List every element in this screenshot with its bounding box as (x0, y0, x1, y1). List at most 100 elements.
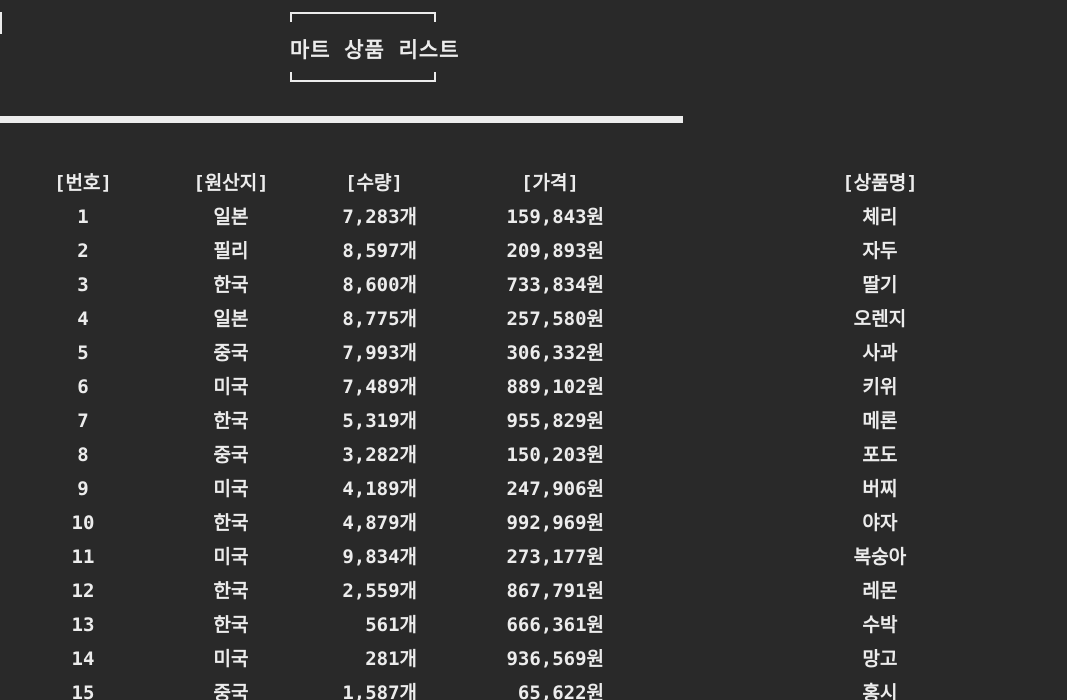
cell-quantity: 5,319개 (342, 410, 417, 432)
cell-price: 867,791원 (506, 580, 604, 602)
table-row: 1 일본 7,283개 159,843원 체리 (0, 200, 1067, 234)
cell-origin: 한국 (213, 410, 249, 432)
cell-origin: 미국 (213, 648, 249, 670)
cell-origin: 한국 (213, 580, 249, 602)
cell-product: 복숭아 (853, 546, 907, 568)
cell-origin: 일본 (213, 206, 249, 228)
header-product: [상품명] (842, 172, 918, 194)
cell-product: 키위 (862, 376, 898, 398)
cell-quantity: 2,559개 (342, 580, 417, 602)
table-row: 13 한국 561개 666,361원 수박 (0, 608, 1067, 642)
table-row: 15 중국 1,587개 65,622원 홍시 (0, 676, 1067, 700)
cell-number: 8 (77, 444, 89, 466)
cell-quantity: 7,283개 (342, 206, 417, 228)
header-number: [번호] (54, 172, 112, 194)
cell-price: 257,580원 (506, 308, 604, 330)
cell-price: 306,332원 (506, 342, 604, 364)
cell-number: 6 (77, 376, 89, 398)
cell-price: 247,906원 (506, 478, 604, 500)
title-box: 마트 상품 리스트 (290, 12, 460, 82)
table-row: 8 중국 3,282개 150,203원 포도 (0, 438, 1067, 472)
cell-number: 14 (71, 648, 95, 670)
table-row: 10 한국 4,879개 992,969원 야자 (0, 506, 1067, 540)
header-quantity: [수량] (345, 172, 403, 194)
cell-number: 11 (71, 546, 95, 568)
cell-price: 955,829원 (506, 410, 604, 432)
cell-number: 15 (71, 682, 95, 700)
title-box-bottom-border (290, 72, 436, 82)
title-box-top-border (290, 12, 436, 22)
table-row: 14 미국 281개 936,569원 망고 (0, 642, 1067, 676)
product-table: [번호] [원산지] [수량] [가격] [상품명] 1 일본 7,283개 159,… (0, 166, 1067, 700)
cell-product: 포도 (862, 444, 898, 466)
cell-origin: 한국 (213, 614, 249, 636)
cell-origin: 중국 (213, 682, 249, 700)
cell-price: 273,177원 (506, 546, 604, 568)
table-row: 2 필리 8,597개 209,893원 자두 (0, 234, 1067, 268)
cell-product: 메론 (862, 410, 898, 432)
cell-price: 936,569원 (506, 648, 604, 670)
cell-product: 홍시 (862, 682, 898, 700)
table-row: 12 한국 2,559개 867,791원 레몬 (0, 574, 1067, 608)
cell-quantity: 4,879개 (342, 512, 417, 534)
table-row: 11 미국 9,834개 273,177원 복숭아 (0, 540, 1067, 574)
table-row: 4 일본 8,775개 257,580원 오렌지 (0, 302, 1067, 336)
header-price: [가격] (521, 172, 579, 194)
cell-quantity: 8,597개 (342, 240, 417, 262)
table-header: [번호] [원산지] [수량] [가격] [상품명] (0, 166, 1067, 200)
cell-product: 레몬 (862, 580, 898, 602)
cell-origin: 미국 (213, 478, 249, 500)
cell-number: 1 (77, 206, 89, 228)
cell-origin: 한국 (213, 512, 249, 534)
text-cursor (0, 12, 2, 34)
cell-number: 3 (77, 274, 89, 296)
table-row: 9 미국 4,189개 247,906원 버찌 (0, 472, 1067, 506)
cell-product: 자두 (862, 240, 898, 262)
cell-origin: 미국 (213, 546, 249, 568)
cell-price: 159,843원 (506, 206, 604, 228)
cell-product: 오렌지 (853, 308, 907, 330)
cell-price: 992,969원 (506, 512, 604, 534)
cell-price: 209,893원 (506, 240, 604, 262)
cell-price: 150,203원 (506, 444, 604, 466)
cell-number: 5 (77, 342, 89, 364)
page-title: 마트 상품 리스트 (290, 38, 460, 62)
header-origin: [원산지] (193, 172, 269, 194)
cell-number: 13 (71, 614, 95, 636)
cell-price: 733,834원 (506, 274, 604, 296)
cell-quantity: 561개 (365, 614, 417, 636)
cell-quantity: 4,189개 (342, 478, 417, 500)
table-row: 3 한국 8,600개 733,834원 딸기 (0, 268, 1067, 302)
cell-number: 4 (77, 308, 89, 330)
cell-number: 7 (77, 410, 89, 432)
cell-quantity: 9,834개 (342, 546, 417, 568)
cell-number: 12 (71, 580, 95, 602)
table-row: 7 한국 5,319개 955,829원 메론 (0, 404, 1067, 438)
cell-product: 체리 (862, 206, 898, 228)
cell-number: 2 (77, 240, 89, 262)
cell-quantity: 1,587개 (342, 682, 417, 700)
cell-product: 수박 (862, 614, 898, 636)
divider (0, 116, 683, 123)
table-body: 1 일본 7,283개 159,843원 체리 2 필리 8,597개 209,893원 자두 3 한… (0, 200, 1067, 700)
cell-origin: 일본 (213, 308, 249, 330)
cell-origin: 중국 (213, 444, 249, 466)
table-row: 5 중국 7,993개 306,332원 사과 (0, 336, 1067, 370)
cell-quantity: 8,775개 (342, 308, 417, 330)
cell-price: 65,622원 (517, 682, 604, 700)
cell-quantity: 8,600개 (342, 274, 417, 296)
cell-quantity: 7,993개 (342, 342, 417, 364)
cell-product: 버찌 (862, 478, 898, 500)
cell-product: 야자 (862, 512, 898, 534)
cell-origin: 미국 (213, 376, 249, 398)
cell-product: 딸기 (862, 274, 898, 296)
cell-number: 9 (77, 478, 89, 500)
cell-product: 사과 (862, 342, 898, 364)
cell-quantity: 3,282개 (342, 444, 417, 466)
cell-price: 889,102원 (506, 376, 604, 398)
cell-origin: 한국 (213, 274, 249, 296)
table-row: 6 미국 7,489개 889,102원 키위 (0, 370, 1067, 404)
cell-origin: 중국 (213, 342, 249, 364)
cell-number: 10 (71, 512, 95, 534)
cell-quantity: 7,489개 (342, 376, 417, 398)
